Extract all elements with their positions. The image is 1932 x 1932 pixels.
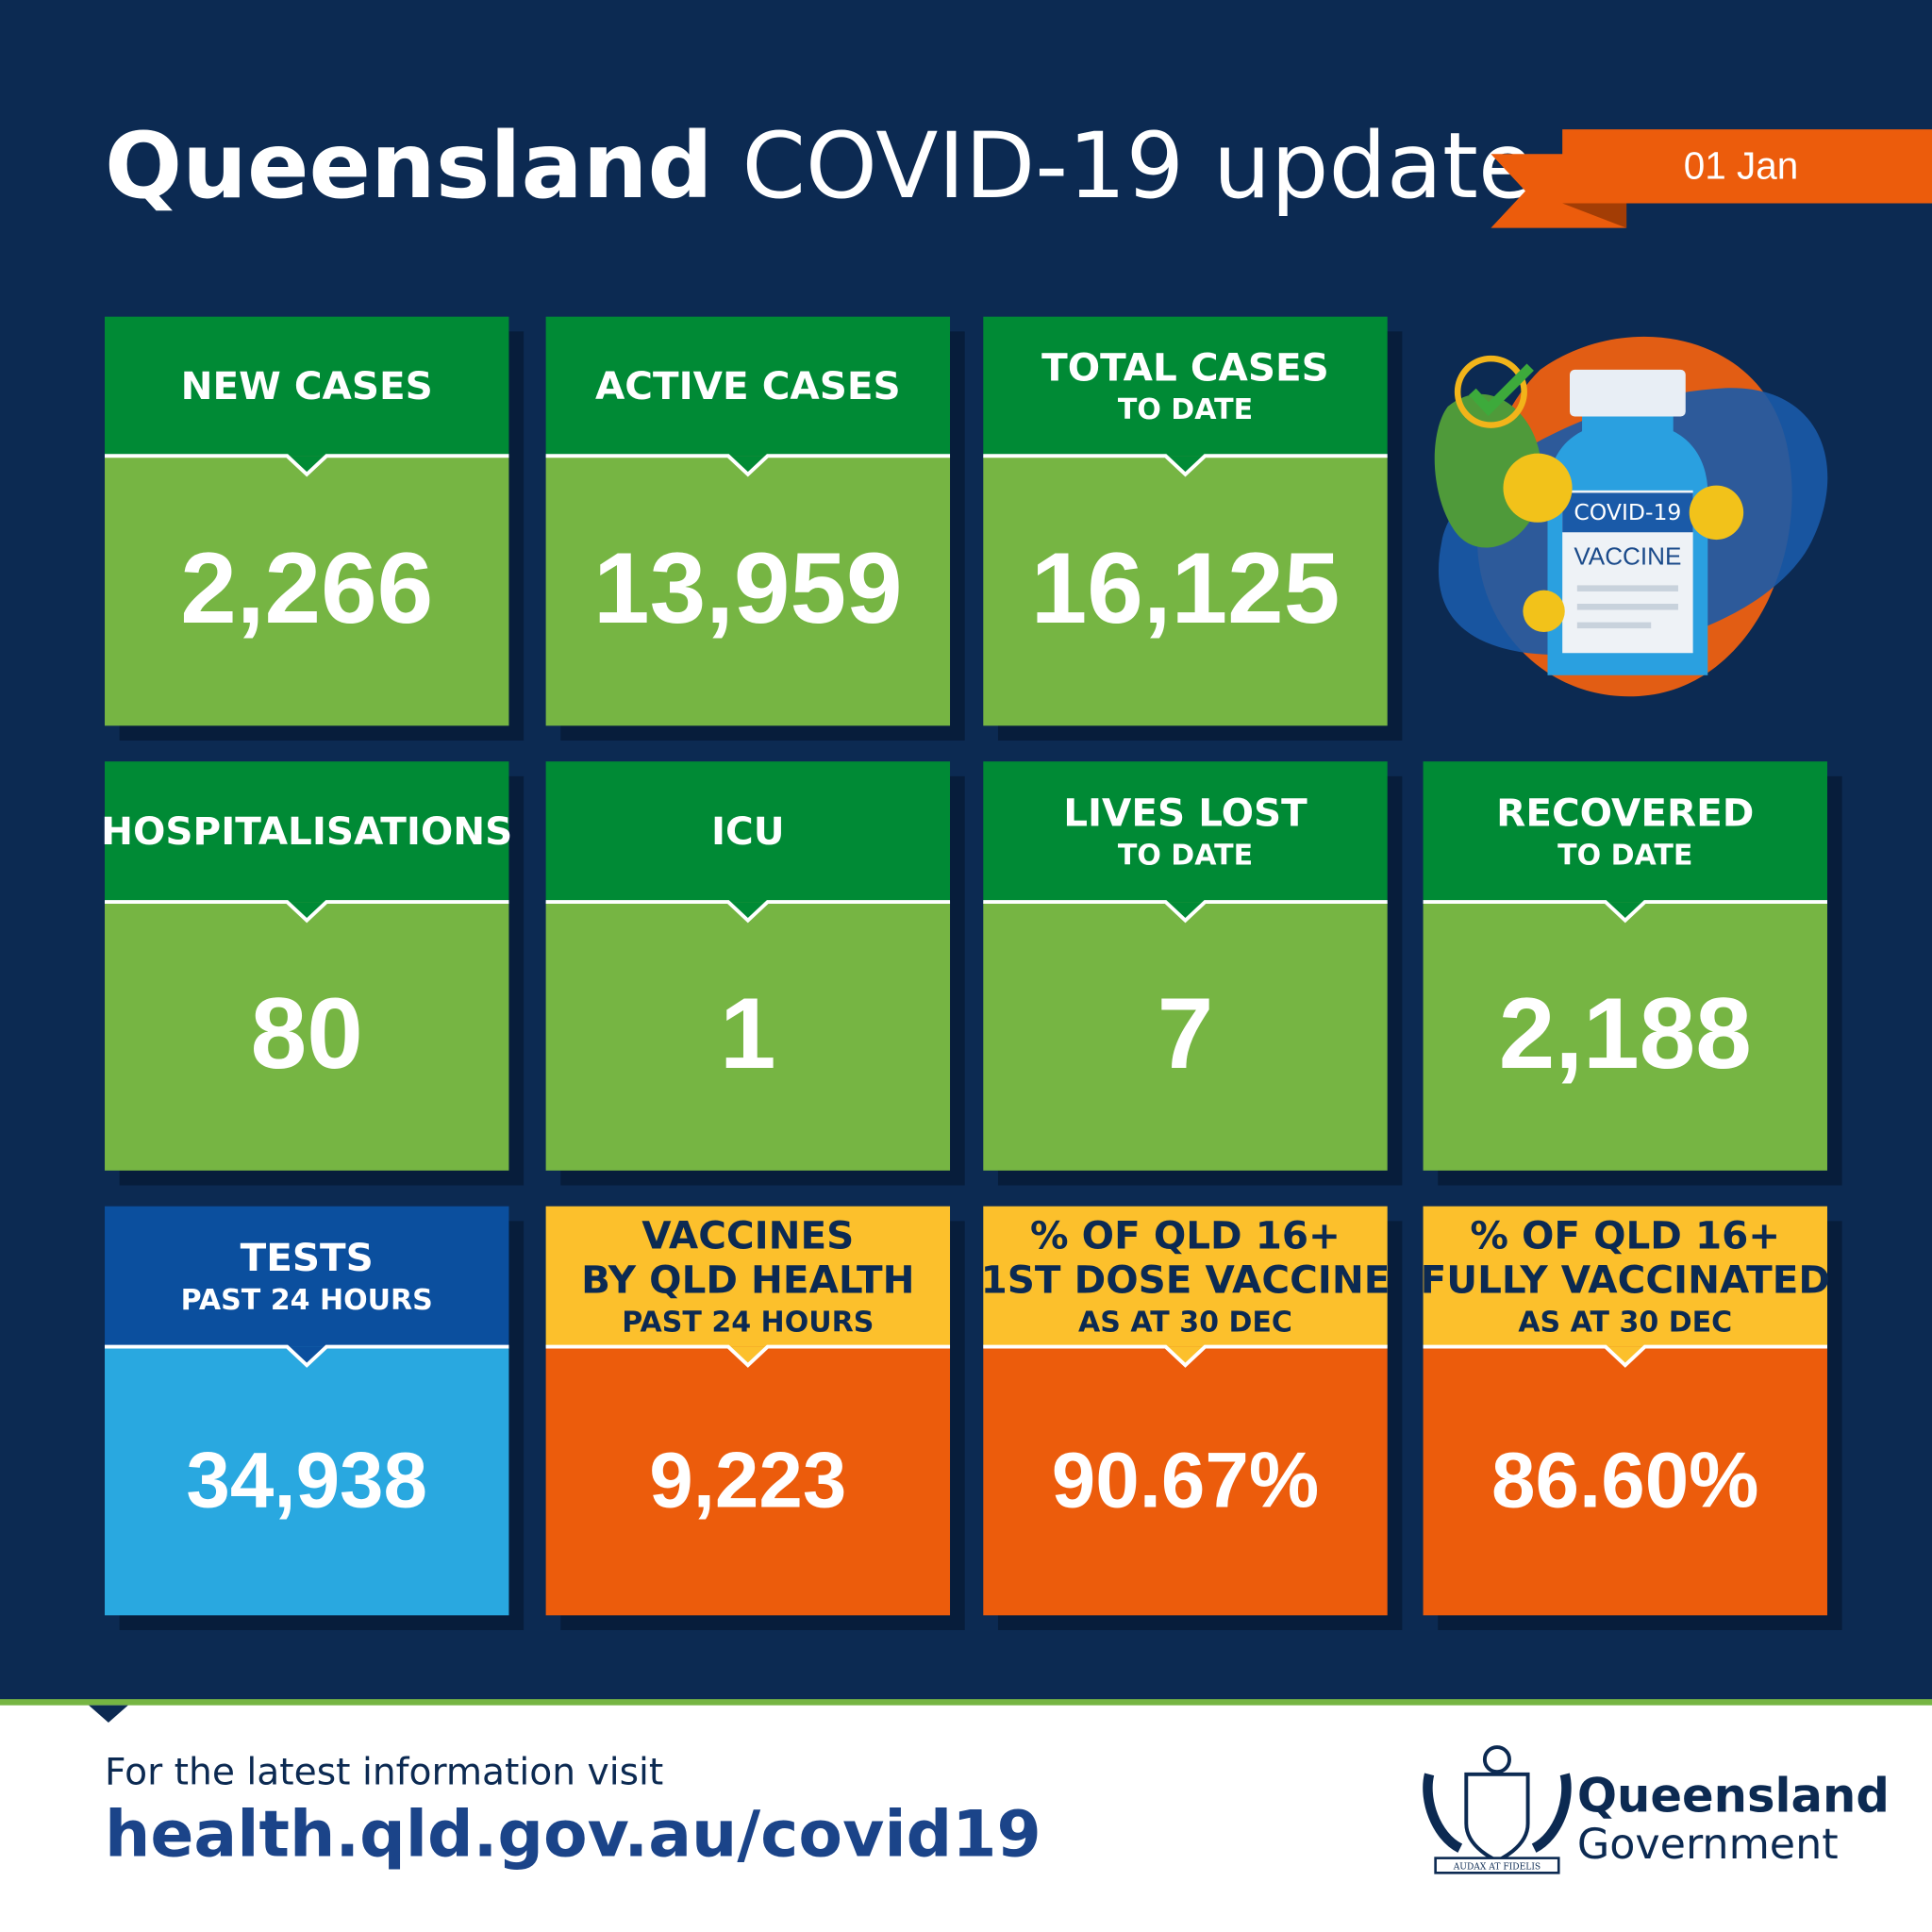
- tile-divider: [105, 1344, 509, 1368]
- tile-header: [105, 761, 509, 903]
- footer-intro: For the latest information visit: [105, 1751, 663, 1793]
- tile-label: TO DATE: [1118, 393, 1253, 426]
- tile-label: TESTS: [241, 1235, 374, 1280]
- tile-divider: [1423, 900, 1827, 924]
- tile-body: [1423, 902, 1827, 1171]
- logo-line1: Queensland: [1577, 1768, 1890, 1823]
- tile-notch: [727, 456, 768, 475]
- tile-label: ACTIVE CASES: [595, 363, 901, 408]
- tile-label: 1ST DOSE VACCINE: [981, 1257, 1391, 1303]
- tile-label: AS AT 30 DEC: [1078, 1306, 1292, 1339]
- tile-value: 80: [251, 976, 363, 1090]
- tile-value: 2,188: [1499, 976, 1752, 1090]
- tile-body: [545, 1346, 951, 1616]
- tile-header: [983, 761, 1388, 903]
- tile-notch: [727, 902, 768, 921]
- tile-label: HOSPITALISATIONS: [101, 808, 512, 854]
- tile-label: PAST 24 HOURS: [622, 1306, 874, 1339]
- tile-label: ICU: [711, 808, 785, 854]
- tile-body: [105, 902, 509, 1171]
- tile-label: FULLY VACCINATED: [1421, 1257, 1830, 1303]
- tile-divider: [105, 454, 509, 477]
- tile-divider: [983, 900, 1388, 924]
- tile-body: [545, 902, 951, 1171]
- tile-body: [983, 456, 1388, 726]
- tile-value: 9,223: [649, 1435, 846, 1524]
- tile-label: AS AT 30 DEC: [1518, 1306, 1732, 1339]
- vaccine-illustration: COVID-19 VACCINE: [1434, 336, 1828, 697]
- tile-divider: [983, 454, 1388, 477]
- tile-body: [983, 1346, 1388, 1616]
- tile-label: NEW CASES: [181, 363, 433, 408]
- logo-line2: Government: [1577, 1821, 1839, 1869]
- footer-notch: [89, 1705, 128, 1723]
- qld-logo: AUDAX AT FIDELIS Queensland Government: [1423, 1745, 1890, 1874]
- title-rest: COVID-19 update: [741, 112, 1534, 219]
- footer-background: [0, 1704, 1932, 1932]
- tile-notch: [1605, 902, 1645, 921]
- tiles: NEW CASES 2,266 ACTIVE CASES 13,959 TOTAL CA…: [101, 316, 1842, 1630]
- title: Queensland COVID-19 update: [105, 112, 1534, 219]
- tile-divider: [545, 454, 951, 477]
- tile-value: 90.67%: [1052, 1435, 1319, 1524]
- tile-header: [1423, 761, 1827, 903]
- tile-notch: [727, 1346, 768, 1366]
- tile-notch: [1605, 1346, 1645, 1366]
- tile-header: [983, 316, 1388, 457]
- tile-value: 34,938: [186, 1435, 427, 1524]
- tile-value: 86.60%: [1491, 1435, 1758, 1524]
- tile-header: [545, 1206, 951, 1347]
- vaccine-label: COVID-19: [1574, 499, 1681, 525]
- tile-label: PAST 24 HOURS: [181, 1284, 433, 1317]
- tile-body: [105, 456, 509, 726]
- date-ribbon: 01 Jan: [1491, 129, 1932, 228]
- tile-label: TO DATE: [1118, 839, 1253, 872]
- tile-value: 1: [720, 976, 776, 1090]
- tile-divider: [983, 1344, 1388, 1368]
- tile-label: LIVES LOST: [1063, 791, 1307, 836]
- tile-value: 16,125: [1031, 531, 1341, 644]
- vaccine-label: VACCINE: [1574, 542, 1681, 571]
- tile-header: [545, 761, 951, 903]
- logo-motto: AUDAX AT FIDELIS: [1453, 1862, 1541, 1872]
- tile-header: [105, 1206, 509, 1347]
- tile-value: 2,266: [180, 531, 433, 644]
- tile-divider: [545, 900, 951, 924]
- tile-label: % OF QLD 16+: [1470, 1213, 1780, 1258]
- tile-divider: [1423, 1344, 1827, 1368]
- tile-body: [983, 902, 1388, 1171]
- tile-notch: [1165, 1346, 1206, 1366]
- tile-body: [545, 456, 951, 726]
- tile-notch: [1165, 456, 1206, 475]
- tile-label: BY QLD HEALTH: [581, 1257, 914, 1303]
- tile-label: RECOVERED: [1496, 791, 1754, 836]
- tile-divider: [105, 900, 509, 924]
- tile-header: [1423, 1206, 1827, 1347]
- tile-divider: [545, 1344, 951, 1368]
- tile-label: TOTAL CASES: [1041, 344, 1329, 390]
- tile-body: [105, 1346, 509, 1616]
- footer-rule: [0, 1699, 1932, 1706]
- date: 01 Jan: [1684, 144, 1799, 188]
- tile-label: % OF QLD 16+: [1030, 1213, 1341, 1258]
- tile-notch: [287, 1346, 327, 1366]
- tile-notch: [1165, 902, 1206, 921]
- tile-header: [545, 316, 951, 457]
- tile-body: [1423, 1346, 1827, 1616]
- tile-label: VACCINES: [641, 1213, 854, 1258]
- tile-value: 13,959: [593, 531, 903, 644]
- tile-notch: [287, 456, 327, 475]
- tile-header: [983, 1206, 1388, 1347]
- tile-label: TO DATE: [1557, 839, 1692, 872]
- tile-notch: [287, 902, 327, 921]
- tile-header: [105, 316, 509, 457]
- tile-value: 7: [1158, 976, 1214, 1090]
- title-bold: Queensland: [105, 112, 713, 219]
- footer-url: health.qld.gov.au/covid19: [105, 1797, 1041, 1872]
